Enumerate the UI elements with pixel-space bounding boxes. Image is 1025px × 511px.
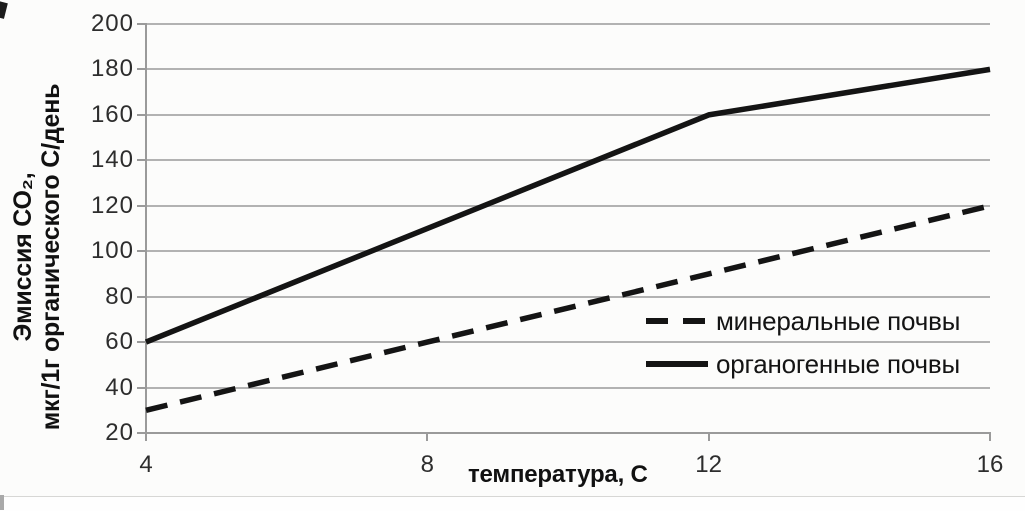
gridline-y-160 [146, 113, 990, 116]
y-axis-tick-180 [137, 68, 145, 71]
x-axis-tick-8 [426, 434, 429, 441]
legend-label: органогенные почвы [716, 348, 960, 379]
x-axis-title: температура, C [468, 461, 648, 488]
gridline-y-100 [146, 250, 990, 253]
x-axis-tick-12 [707, 434, 710, 441]
y-axis-tick-120 [137, 204, 145, 207]
scan-artifact-bottom-left-mark [0, 495, 4, 510]
gridline-y-120 [146, 204, 990, 207]
y-tick-label-140: 140 [90, 146, 134, 174]
x-axis-line [145, 432, 991, 434]
x-tick-label-4: 4 [139, 451, 153, 478]
gridline-y-180 [146, 68, 990, 71]
y-tick-label-60: 60 [105, 328, 134, 356]
legend-label: минеральные почвы [716, 305, 961, 336]
y-tick-label-180: 180 [90, 55, 134, 83]
y-tick-label-40: 40 [105, 373, 134, 401]
scan-artifact-bottom-band [0, 496, 1025, 511]
gridline-y-40 [146, 386, 990, 389]
x-axis-tick-4 [145, 434, 147, 441]
x-tick-label-8: 8 [420, 451, 434, 478]
gridline-y-80 [146, 295, 990, 298]
dashed-line-sample-icon [646, 318, 708, 324]
gridline-y-60 [146, 341, 990, 344]
series-line-organogenic-soils [144, 66, 991, 345]
y-tick-label-120: 120 [90, 191, 134, 219]
y-axis-tick-160 [137, 113, 145, 116]
y-tick-label-100: 100 [90, 237, 134, 265]
y-tick-label-20: 20 [105, 419, 134, 446]
y-axis-tick-80 [137, 295, 145, 298]
x-axis-tick-16 [989, 434, 991, 441]
legend-item-organogenic-soils: органогенные почвы [644, 345, 960, 383]
solid-line-sample-icon [646, 361, 708, 367]
y-tick-label-160: 160 [90, 100, 134, 128]
y-axis-tick-20 [137, 432, 145, 434]
y-axis-tick-140 [137, 159, 145, 162]
y-axis-tick-200 [137, 23, 145, 25]
gridline-y-200 [146, 23, 990, 25]
y-axis-tick-60 [137, 341, 145, 344]
x-tick-label-16: 16 [976, 451, 1004, 478]
y-axis-tick-40 [137, 386, 145, 389]
y-axis-line [145, 23, 147, 441]
y-axis-tick-100 [137, 250, 145, 253]
y-tick-label-80: 80 [105, 282, 134, 310]
legend: минеральные почвы органогенные почвы [644, 302, 960, 388]
gridline-y-140 [146, 159, 990, 162]
legend-item-mineral-soils: минеральные почвы [644, 302, 960, 340]
y-tick-label-200: 200 [90, 10, 134, 37]
series-line-mineral-soils [145, 203, 991, 413]
x-tick-label-12: 12 [695, 451, 722, 478]
